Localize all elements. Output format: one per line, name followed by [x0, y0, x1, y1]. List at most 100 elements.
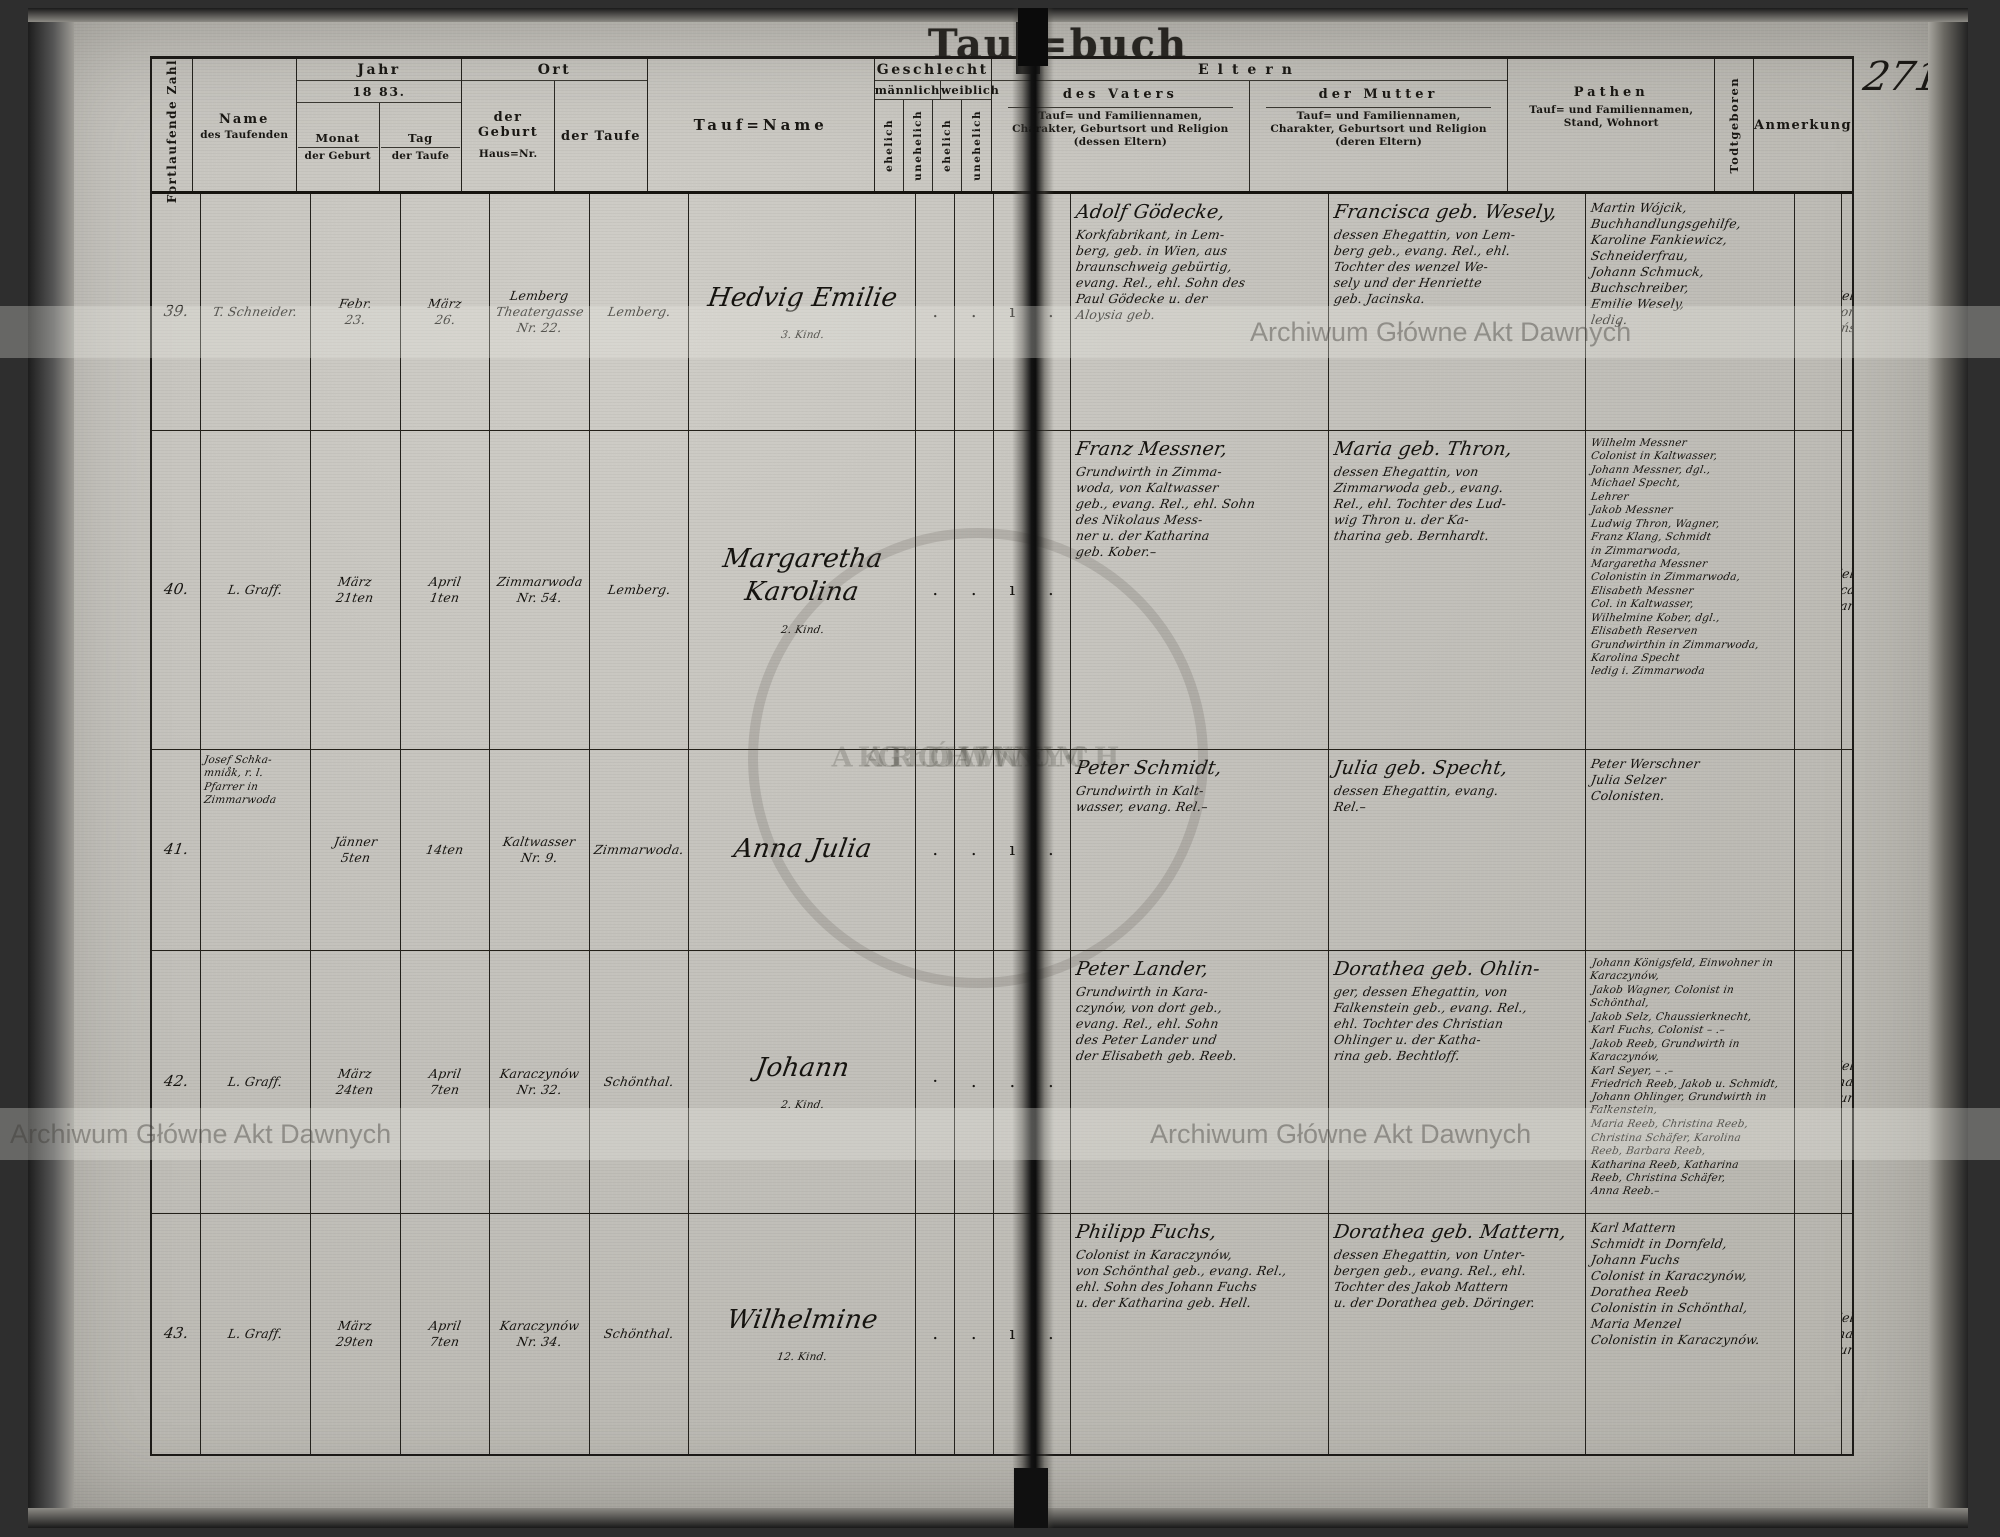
masthead-text: Tauf=buch	[927, 21, 1189, 68]
baptism-day: 7ten	[429, 1082, 461, 1097]
birth-month: März	[337, 1066, 374, 1081]
header-year-value: 18 83.	[296, 81, 462, 103]
header-stillborn-label: Todtgeboren	[1727, 76, 1742, 174]
sequence-number: 43.	[162, 1324, 190, 1343]
sex-mark: ·	[932, 1071, 939, 1092]
text-line: Colonist in Karaczynów,	[1074, 1247, 1234, 1263]
header-officiant-sub: des Taufenden	[200, 128, 289, 141]
header-place: Ort der Geburt Haus=Nr. der Taufe	[462, 59, 648, 191]
text-line: in Zimmarwoda,	[1590, 544, 1683, 557]
baptism-month: April	[427, 1318, 463, 1333]
table-row[interactable]: 42. L. Graff. März 24ten April 7ten Karaczynów…	[152, 951, 1852, 1214]
father-name: Philipp Fuchs,	[1073, 1221, 1218, 1243]
header-mother-sub3: (deren Eltern)	[1335, 136, 1423, 149]
text-line: Anna Reeb.–	[1590, 1185, 1662, 1198]
page-edge-left	[28, 8, 74, 1528]
child-number: 2. Kind.	[779, 1098, 825, 1111]
baptism-month: März	[427, 296, 464, 311]
header-officiant-top: Name	[219, 111, 270, 127]
header-sex-female: weiblich	[941, 81, 1000, 99]
cell-birth-place: Kaltwasser Nr. 9.	[490, 750, 590, 950]
text-line: Tochter des Jakob Mattern	[1332, 1279, 1510, 1295]
header-day-sub: der Taufe	[391, 150, 450, 163]
sex-mark: .	[970, 1071, 977, 1092]
text-line: Korkfabrikant, in Lem-	[1074, 227, 1226, 243]
cell-male-legitimate: .	[916, 194, 956, 430]
sex-mark: .	[932, 579, 939, 600]
cell-baptism-month: April 7ten	[401, 951, 491, 1213]
text-line: ehl. Sohn des Johann Fuchs	[1074, 1279, 1258, 1295]
cell-baptismal-name: Wilhelmine 12. Kind.	[689, 1214, 917, 1454]
header-mother-sub2: Charakter, Geburtsort und Religion	[1270, 123, 1487, 136]
birth-day: 21ten	[335, 590, 376, 605]
text-line: von Schönthal geb., evang. Rel.,	[1074, 1263, 1288, 1279]
text-line: der Elisabeth geb. Reeb.	[1074, 1048, 1239, 1064]
register-table: Fortlaufende Zahl Name des Taufenden Jah…	[150, 56, 1854, 1456]
cell-birth-month: März 21ten	[311, 431, 401, 749]
cell-baptismal-name: Hedvig Emilie 3. Kind.	[689, 194, 917, 430]
birth-place: Karaczynów	[498, 1066, 581, 1081]
baptism-place: Lemberg.	[606, 582, 672, 597]
text-line: Johann Messner, dgl.,	[1590, 463, 1712, 476]
text-line: Rel., ehl. Tochter des Lud-	[1332, 496, 1507, 512]
birth-place: Kaltwasser	[502, 834, 577, 849]
child-number: 12. Kind.	[776, 1350, 829, 1363]
cell-male-illegitimate: .	[955, 750, 994, 950]
header-female-legitimate: ehelich	[933, 100, 963, 191]
cell-remark: Heb. Localis Manz.	[1842, 431, 1852, 749]
text-line: Christina Schäfer, Karolina	[1590, 1131, 1743, 1144]
text-line: geb. Kober.–	[1074, 544, 1158, 560]
cell-birth-place: Karaczynów Nr. 34.	[490, 1214, 590, 1454]
text-line: Grundwirth in Zimma-	[1074, 464, 1223, 480]
text-line: rina geb. Bechtloff.	[1332, 1048, 1461, 1064]
cell-birth-place: Lemberg Theatergasse Nr. 22.	[490, 194, 590, 430]
birth-month: Febr.	[337, 296, 373, 311]
text-line: Katharina	[1841, 1326, 1852, 1341]
baptismal-name-line2: Karolina	[743, 577, 862, 608]
masthead-title: Tauf=buch	[908, 18, 1208, 74]
header-baptismal-name-label: Tauf=Name	[693, 116, 828, 134]
text-line: Maria Reeb, Christina Reeb,	[1590, 1118, 1750, 1131]
table-row[interactable]: 43. L. Graff. März 29ten April 7ten Karaczynów…	[152, 1214, 1852, 1454]
text-line: Jakob Messner	[1590, 504, 1675, 517]
header-male-illegitimate-label: unehelich	[912, 110, 925, 181]
cell-mother: Julia geb. Specht, dessen Ehegattin, evan…	[1329, 750, 1587, 950]
cell-stillborn	[1795, 1214, 1842, 1454]
table-row[interactable]: 41. Josef Schka-mniåk, r. l. Pfarrer in Zim…	[152, 750, 1852, 951]
sex-mark: .	[970, 301, 977, 322]
cell-baptism-month: April 7ten	[401, 1214, 491, 1454]
text-line: dessen Ehegattin, von Lem-	[1332, 227, 1517, 243]
text-line: Katharina Reeb, Katharina	[1590, 1158, 1741, 1171]
sequence-number: 41.	[162, 840, 190, 859]
text-line: dessen Ehegattin, evang.	[1332, 783, 1500, 799]
header-female-illegitimate: unehelich	[962, 100, 990, 191]
header-place-label: Ort	[462, 59, 647, 81]
table-row[interactable]: 40. L. Graff. März 21ten April 1ten Zimmarwoda…	[152, 431, 1852, 750]
baptismal-name: Wilhelmine	[724, 1304, 880, 1335]
birth-month: März	[337, 574, 374, 589]
text-line: wig Thron u. der Ka-	[1332, 512, 1470, 528]
text-line: Antonina	[1841, 304, 1852, 319]
cell-godparents: Peter Werschner Julia Selzer Colonisten.	[1586, 750, 1795, 950]
text-line: Karolina Specht	[1590, 652, 1681, 664]
cell-male-illegitimate: .	[955, 1214, 994, 1454]
text-line: Schneiderfrau,	[1590, 248, 1690, 263]
table-row[interactable]: 39. T. Schneider. Febr. 23. März 26. Lemberg Th…	[152, 194, 1852, 431]
page-edge-bottom	[28, 1508, 1968, 1528]
cell-stillborn	[1795, 431, 1842, 749]
text-line: Kurz.	[1841, 1090, 1852, 1105]
baptism-place: Lemberg.	[606, 304, 672, 319]
cell-baptism-place: Lemberg.	[590, 431, 689, 749]
cell-officiant: L. Graff.	[201, 431, 311, 749]
cell-father: Peter Schmidt, Grundwirth in Kalt-wasser,…	[1071, 750, 1329, 950]
text-line: Friedrich Reeb, Jakob u. Schmidt,	[1590, 1077, 1780, 1090]
text-line: Elisabeth Messner	[1590, 584, 1695, 597]
text-line: Reeb, Christina Schäfer,	[1590, 1172, 1727, 1184]
page-edge-right	[1928, 8, 1968, 1528]
header-male-legitimate-label: ehelich	[882, 119, 895, 172]
text-line: Johann Fuchs	[1590, 1252, 1682, 1267]
cell-father: Philipp Fuchs, Colonist in Karaczynów, von…	[1071, 1214, 1329, 1454]
text-line: Peter Werschner	[1590, 756, 1702, 771]
mother-name: Francisca geb. Wesely,	[1331, 201, 1559, 223]
header-sex-male-label: männlich	[874, 83, 940, 97]
